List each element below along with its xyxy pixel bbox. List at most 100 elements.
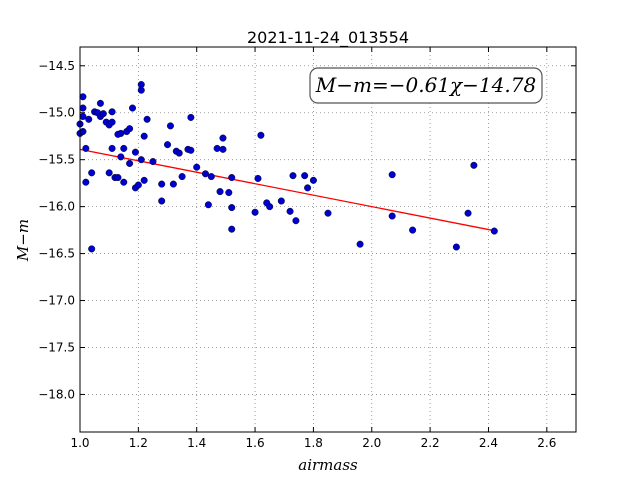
data-point (225, 189, 233, 197)
y-tick-label: −18.0 (38, 387, 75, 401)
data-point (409, 226, 417, 234)
y-tick-label: −17.0 (38, 294, 75, 308)
data-point (216, 188, 224, 196)
data-point (158, 197, 166, 205)
data-point (140, 176, 148, 184)
data-point (82, 178, 90, 186)
grid (79, 47, 576, 432)
data-point (490, 227, 498, 235)
data-point (254, 174, 262, 182)
data-point (126, 159, 134, 167)
data-point (131, 148, 139, 156)
data-point (108, 108, 116, 116)
data-point (301, 172, 309, 180)
x-tick-labels: 1.0 1.2 1.4 1.6 1.8 2.0 2.2 2.4 2.6 (70, 436, 556, 450)
data-point (108, 118, 116, 126)
data-point (219, 145, 227, 153)
y-tick-label: −16.5 (38, 247, 75, 261)
y-tick-label: −15.0 (38, 106, 75, 120)
data-point (228, 225, 236, 233)
fit-line (79, 148, 495, 232)
data-point (82, 144, 90, 152)
data-point (464, 209, 472, 217)
data-points (76, 81, 498, 253)
data-point (79, 112, 87, 120)
data-point (257, 131, 265, 139)
x-tick-label: 1.2 (129, 436, 148, 450)
data-point (166, 122, 174, 130)
data-point (292, 217, 300, 225)
data-point (79, 104, 87, 112)
x-tick-label: 1.6 (246, 436, 265, 450)
y-tick-label: −16.0 (38, 200, 75, 214)
data-point (286, 207, 294, 215)
y-axis-label: M−m (14, 219, 32, 262)
fit-equation: M−m=−0.61χ−14.78 (315, 73, 536, 97)
plot-frame (79, 46, 577, 433)
data-point (309, 176, 317, 184)
data-point (88, 169, 96, 177)
x-tick-label: 2.4 (479, 436, 498, 450)
data-point (134, 181, 142, 189)
data-point (388, 212, 396, 220)
x-axis-label: airmass (298, 456, 358, 474)
data-point (129, 104, 137, 112)
data-point (137, 86, 145, 94)
data-point (79, 93, 87, 101)
data-point (143, 115, 151, 123)
data-point (201, 170, 209, 178)
x-tick-label: 1.4 (187, 436, 206, 450)
data-point (228, 174, 236, 182)
fit-line-layer (79, 148, 495, 232)
x-tick-label: 2.0 (362, 436, 381, 450)
x-tick-label: 1.0 (70, 436, 89, 450)
data-point (99, 110, 107, 118)
data-point (193, 163, 201, 171)
x-tick-label: 2.2 (421, 436, 440, 450)
data-point (304, 184, 312, 192)
data-point (187, 113, 195, 121)
data-point (149, 158, 157, 166)
data-point (164, 141, 172, 149)
data-point (204, 201, 212, 209)
data-point (140, 132, 148, 140)
x-tick-label: 1.8 (304, 436, 323, 450)
data-point (452, 243, 460, 251)
data-point (187, 146, 195, 154)
data-point (88, 245, 96, 253)
data-point (117, 129, 125, 137)
data-point (96, 99, 104, 107)
data-point (114, 174, 122, 182)
data-point (120, 144, 128, 152)
data-point (251, 208, 259, 216)
data-point (356, 240, 364, 248)
data-point (213, 144, 221, 152)
data-point (169, 180, 177, 188)
data-point (228, 204, 236, 212)
data-point (175, 149, 183, 157)
data-point (120, 178, 128, 186)
data-point (117, 153, 125, 161)
data-point (388, 171, 396, 179)
data-point (219, 134, 227, 142)
data-point (137, 156, 145, 164)
data-point (126, 125, 134, 133)
data-point (79, 128, 87, 136)
data-point (158, 180, 166, 188)
data-point (289, 172, 297, 180)
y-tick-label: −14.5 (38, 59, 75, 73)
fit-equation-box: M−m=−0.61χ−14.78 (309, 67, 543, 104)
annotation-box (309, 67, 543, 104)
y-tick-label: −15.5 (38, 153, 75, 167)
data-point (85, 115, 93, 123)
data-point (178, 173, 186, 181)
y-tick-label: −17.5 (38, 340, 75, 354)
data-point (470, 161, 478, 169)
data-point (108, 144, 116, 152)
axis-ticks (79, 47, 576, 432)
y-tick-labels: −14.5 −15.0 −15.5 −16.0 −16.5 −17.0 −17.5 −18.0 (38, 59, 75, 402)
data-point (266, 203, 274, 211)
chart-title: 2021-11-24_013554 (247, 28, 409, 48)
data-point (324, 209, 332, 217)
